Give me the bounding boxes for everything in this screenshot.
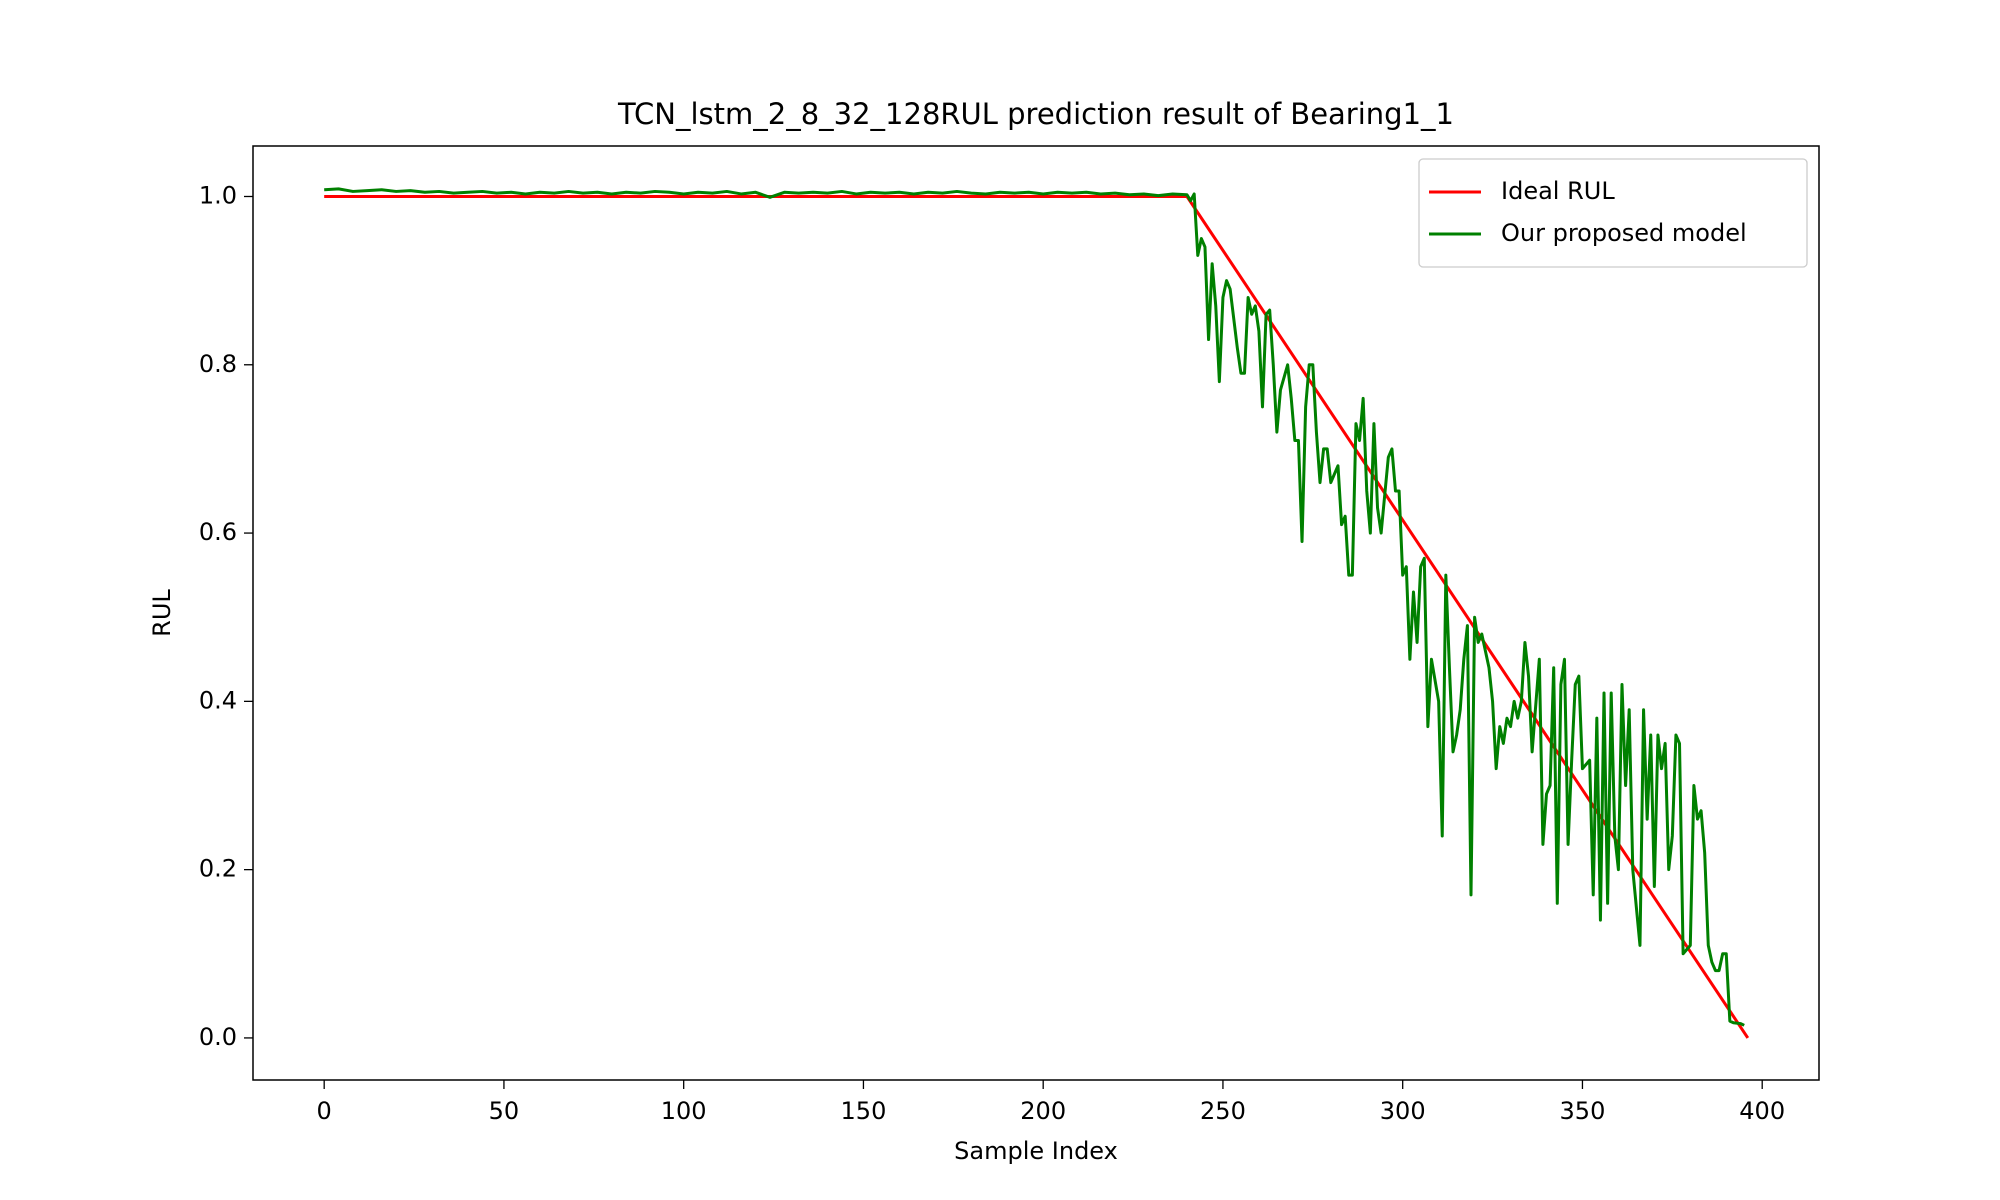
y-tick-label: 1.0 bbox=[199, 181, 237, 209]
legend-box bbox=[1418, 158, 1808, 268]
y-tick-label: 0.0 bbox=[199, 1023, 237, 1051]
x-tick-label: 150 bbox=[841, 1097, 887, 1125]
line-series bbox=[324, 187, 1745, 1027]
y-tick-label: 0.8 bbox=[199, 350, 237, 378]
x-tick-label: 100 bbox=[661, 1097, 707, 1125]
plot-frame bbox=[252, 145, 1820, 1081]
line-series bbox=[324, 194, 1750, 1039]
x-tick-label: 350 bbox=[1560, 1097, 1606, 1125]
legend-label: Ideal RUL bbox=[1501, 177, 1615, 205]
x-tick-label: 300 bbox=[1380, 1097, 1426, 1125]
x-tick-label: 250 bbox=[1200, 1097, 1246, 1125]
legend-label: Our proposed model bbox=[1501, 219, 1747, 247]
x-tick-label: 0 bbox=[317, 1097, 332, 1125]
x-tick-label: 400 bbox=[1739, 1097, 1785, 1125]
x-tick-label: 200 bbox=[1020, 1097, 1066, 1125]
chart-title: TCN_lstm_2_8_32_128RUL prediction result… bbox=[617, 97, 1454, 131]
y-tick-label: 0.4 bbox=[199, 686, 237, 714]
x-tick-label: 50 bbox=[489, 1097, 520, 1125]
y-tick-label: 0.2 bbox=[199, 855, 237, 883]
y-tick-label: 0.6 bbox=[199, 518, 237, 546]
y-axis-label: RUL bbox=[148, 589, 176, 637]
x-axis-label: Sample Index bbox=[954, 1137, 1118, 1165]
